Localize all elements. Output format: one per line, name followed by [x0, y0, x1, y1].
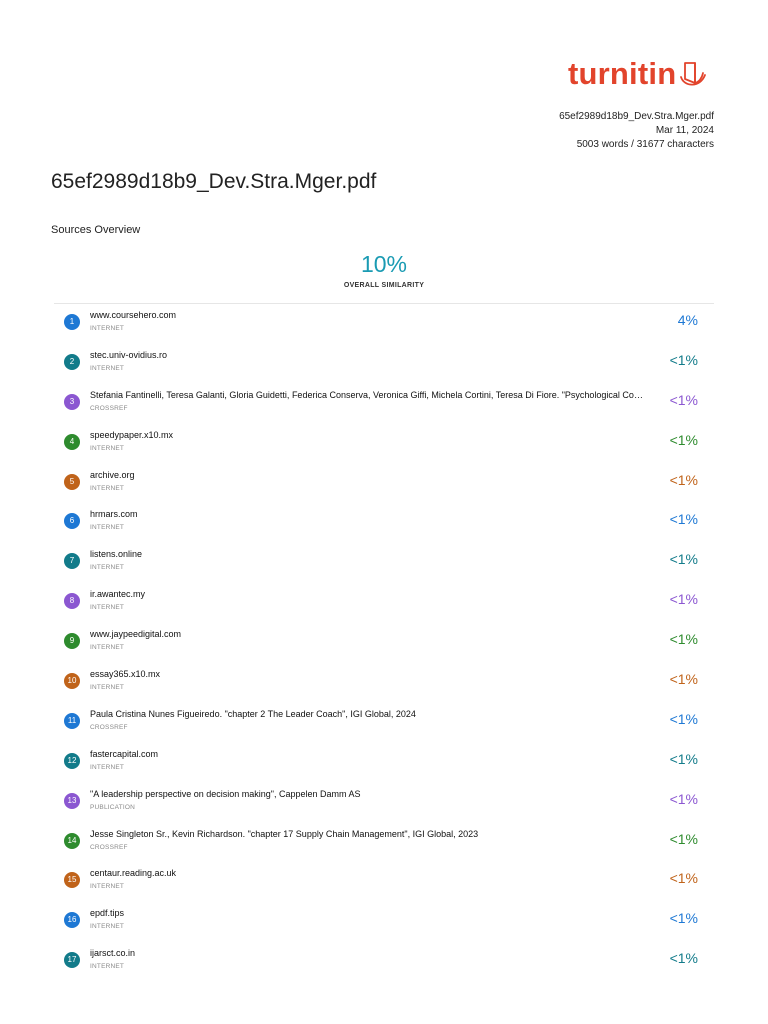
source-name[interactable]: centaur.reading.ac.uk — [90, 868, 177, 879]
source-row[interactable]: 16 epdf.tips INTERNET <1% — [54, 902, 714, 942]
source-percent: <1% — [669, 671, 698, 688]
source-type: INTERNET — [90, 444, 125, 452]
source-row[interactable]: 7 listens.online INTERNET <1% — [54, 543, 714, 583]
source-name[interactable]: archive.org — [90, 469, 135, 480]
source-row[interactable]: 2 stec.univ-ovidius.ro INTERNET <1% — [54, 344, 714, 384]
overall-similarity-value: 10% — [360, 251, 408, 277]
source-type: INTERNET — [90, 364, 125, 372]
source-number-badge: 1 — [64, 314, 80, 330]
source-row[interactable]: 4 speedypaper.x10.mx INTERNET <1% — [54, 424, 714, 464]
source-number-badge: 3 — [64, 393, 80, 410]
source-number-badge: 15 — [64, 872, 80, 889]
overall-similarity-label: OVERALL SIMILARITY — [343, 282, 425, 289]
source-type: INTERNET — [90, 763, 125, 771]
source-percent: <1% — [669, 551, 698, 568]
turnitin-logo-icon — [680, 62, 707, 86]
source-percent: 4% — [677, 312, 698, 328]
source-number-badge: 17 — [64, 952, 80, 969]
source-number-badge: 2 — [64, 353, 80, 370]
source-type: INTERNET — [90, 923, 125, 931]
source-row[interactable]: 13 "A leadership perspective on decision … — [54, 783, 714, 823]
source-number-badge: 13 — [64, 792, 80, 809]
source-name[interactable]: hrmars.com — [90, 509, 138, 520]
overall-similarity: 10% OVERALL SIMILARITY — [0, 250, 768, 289]
source-percent: <1% — [669, 391, 698, 408]
source-row[interactable]: 3 Stefania Fantinelli, Teresa Galanti, Gl… — [54, 384, 714, 424]
source-type: CROSSREF — [90, 723, 128, 731]
source-percent: <1% — [669, 830, 698, 847]
source-row[interactable]: 1 www.coursehero.com INTERNET 4% — [54, 304, 714, 344]
source-percent: <1% — [669, 870, 698, 887]
source-number-badge: 5 — [64, 473, 80, 490]
source-percent: <1% — [669, 710, 698, 727]
meta-date: Mar 11, 2024 — [655, 125, 714, 136]
source-row[interactable]: 15 centaur.reading.ac.uk INTERNET <1% — [54, 862, 714, 902]
meta-filename: 65ef2989d18b9_Dev.Stra.Mger.pdf — [559, 111, 714, 122]
source-number-badge: 7 — [64, 553, 80, 570]
source-number-badge: 11 — [64, 712, 80, 729]
source-percent: <1% — [669, 471, 698, 488]
source-number-badge: 12 — [64, 752, 80, 769]
source-percent: <1% — [669, 351, 698, 368]
source-name[interactable]: speedypaper.x10.mx — [90, 429, 174, 440]
source-row[interactable]: 8 ir.awantec.my INTERNET <1% — [54, 583, 714, 623]
source-type: INTERNET — [90, 325, 125, 332]
source-percent: <1% — [669, 790, 698, 807]
meta-word-count: 5003 words / 31677 characters — [576, 139, 714, 150]
source-type: CROSSREF — [90, 404, 128, 412]
source-percent: <1% — [669, 910, 698, 927]
source-row[interactable]: 6 hrmars.com INTERNET <1% — [54, 503, 714, 543]
source-type: INTERNET — [90, 963, 125, 971]
source-percent: <1% — [669, 591, 698, 608]
source-percent: <1% — [669, 950, 698, 967]
source-name[interactable]: stec.univ-ovidius.ro — [90, 349, 168, 360]
source-type: INTERNET — [90, 564, 125, 572]
source-row[interactable]: 10 essay365.x10.mx INTERNET <1% — [54, 663, 714, 703]
section-title: Sources Overview — [51, 224, 141, 236]
source-name[interactable]: fastercapital.com — [90, 748, 159, 759]
source-name[interactable]: ir.awantec.my — [90, 589, 146, 600]
divider — [54, 303, 714, 304]
source-number-badge: 14 — [64, 832, 80, 849]
source-number-badge: 10 — [64, 673, 80, 690]
source-number-badge: 16 — [64, 912, 80, 929]
source-number-badge: 4 — [64, 433, 80, 450]
source-row[interactable]: 14 Jesse Singleton Sr., Kevin Richardson.… — [54, 823, 714, 863]
source-row[interactable]: 9 www.jaypeedigital.com INTERNET <1% — [54, 623, 714, 663]
document-meta: 65ef2989d18b9_Dev.Stra.Mger.pdf Mar 11, … — [559, 110, 714, 152]
source-type: INTERNET — [90, 883, 125, 891]
source-type: INTERNET — [90, 684, 125, 692]
source-name[interactable]: "A leadership perspective on decision ma… — [90, 788, 361, 799]
source-percent: <1% — [669, 631, 698, 648]
source-name[interactable]: epdf.tips — [90, 908, 125, 919]
source-type: PUBLICATION — [90, 803, 136, 811]
source-percent: <1% — [669, 431, 698, 448]
source-row[interactable]: 17 ijarsct.co.in INTERNET <1% — [54, 942, 714, 982]
source-type: INTERNET — [90, 524, 125, 532]
source-number-badge: 9 — [64, 633, 80, 650]
source-name[interactable]: Stefania Fantinelli, Teresa Galanti, Glo… — [90, 389, 643, 400]
source-name[interactable]: listens.online — [90, 549, 143, 560]
logo-wordmark: turnitin — [568, 56, 677, 91]
source-percent: <1% — [669, 750, 698, 767]
document-title: 65ef2989d18b9_Dev.Stra.Mger.pdf — [51, 170, 377, 193]
source-number-badge: 8 — [64, 593, 80, 610]
source-name[interactable]: www.coursehero.com — [90, 310, 177, 320]
source-name[interactable]: www.jaypeedigital.com — [90, 629, 182, 640]
source-type: INTERNET — [90, 604, 125, 612]
source-name[interactable]: Jesse Singleton Sr., Kevin Richardson. "… — [90, 828, 479, 839]
source-percent: <1% — [669, 511, 698, 528]
source-name[interactable]: ijarsct.co.in — [90, 948, 136, 959]
source-list: 1 www.coursehero.com INTERNET 4% 2 stec.univ-… — [54, 304, 714, 982]
source-type: INTERNET — [90, 644, 125, 652]
source-row[interactable]: 11 Paula Cristina Nunes Figueiredo. "chap… — [54, 703, 714, 743]
source-type: CROSSREF — [90, 843, 128, 851]
source-type: INTERNET — [90, 484, 125, 492]
source-name[interactable]: essay365.x10.mx — [90, 669, 161, 680]
source-row[interactable]: 5 archive.org INTERNET <1% — [54, 464, 714, 504]
source-row[interactable]: 12 fastercapital.com INTERNET <1% — [54, 743, 714, 783]
turnitin-logo: turnitin — [568, 54, 708, 94]
source-name[interactable]: Paula Cristina Nunes Figueiredo. "chapte… — [90, 708, 416, 719]
source-number-badge: 6 — [64, 513, 80, 530]
